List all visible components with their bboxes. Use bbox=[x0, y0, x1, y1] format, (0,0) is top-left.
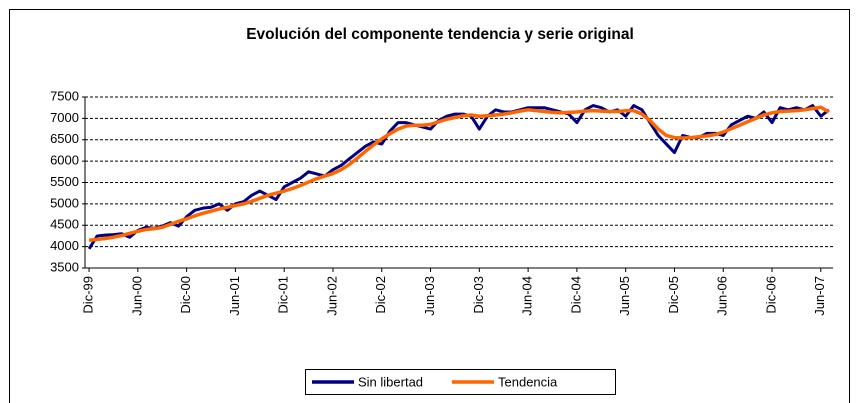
y-tick-label: 4500 bbox=[50, 217, 79, 232]
y-tick-label: 6000 bbox=[50, 153, 79, 168]
y-tick-label: 3500 bbox=[50, 259, 79, 274]
y-tick-label: 5000 bbox=[50, 195, 79, 210]
x-tick-label: Jun-03 bbox=[422, 276, 437, 316]
x-tick-label: Jun-00 bbox=[129, 276, 144, 316]
x-tick-label: Dic-99 bbox=[81, 276, 96, 314]
x-tick-label: Dic-04 bbox=[568, 276, 583, 314]
x-tick-label: Dic-03 bbox=[471, 276, 486, 314]
y-tick-label: 5500 bbox=[50, 174, 79, 189]
x-tick-label: Jun-04 bbox=[520, 276, 535, 316]
y-tick-label: 7500 bbox=[50, 88, 79, 103]
x-tick-label: Dic-01 bbox=[276, 276, 291, 314]
legend-label: Sin libertad bbox=[358, 374, 423, 389]
x-tick-label: Jun-02 bbox=[324, 276, 339, 316]
x-tick-label: Jun-06 bbox=[715, 276, 730, 316]
chart-title: Evolución del componente tendencia y ser… bbox=[246, 26, 634, 43]
y-tick-label: 4000 bbox=[50, 238, 79, 253]
x-tick-label: Dic-00 bbox=[178, 276, 193, 314]
x-tick-label: Jun-05 bbox=[617, 276, 632, 316]
y-tick-label: 6500 bbox=[50, 131, 79, 146]
series-line bbox=[87, 104, 830, 250]
chart-frame bbox=[9, 9, 850, 403]
legend-label: Tendencia bbox=[498, 374, 558, 389]
x-tick-label: Dic-06 bbox=[763, 276, 778, 314]
y-tick-label: 7000 bbox=[50, 110, 79, 125]
x-tick-label: Dic-02 bbox=[373, 276, 388, 314]
series-line bbox=[88, 105, 830, 242]
x-tick-label: Jun-07 bbox=[812, 276, 827, 316]
x-tick-label: Jun-01 bbox=[227, 276, 242, 316]
x-tick-label: Dic-05 bbox=[666, 276, 681, 314]
